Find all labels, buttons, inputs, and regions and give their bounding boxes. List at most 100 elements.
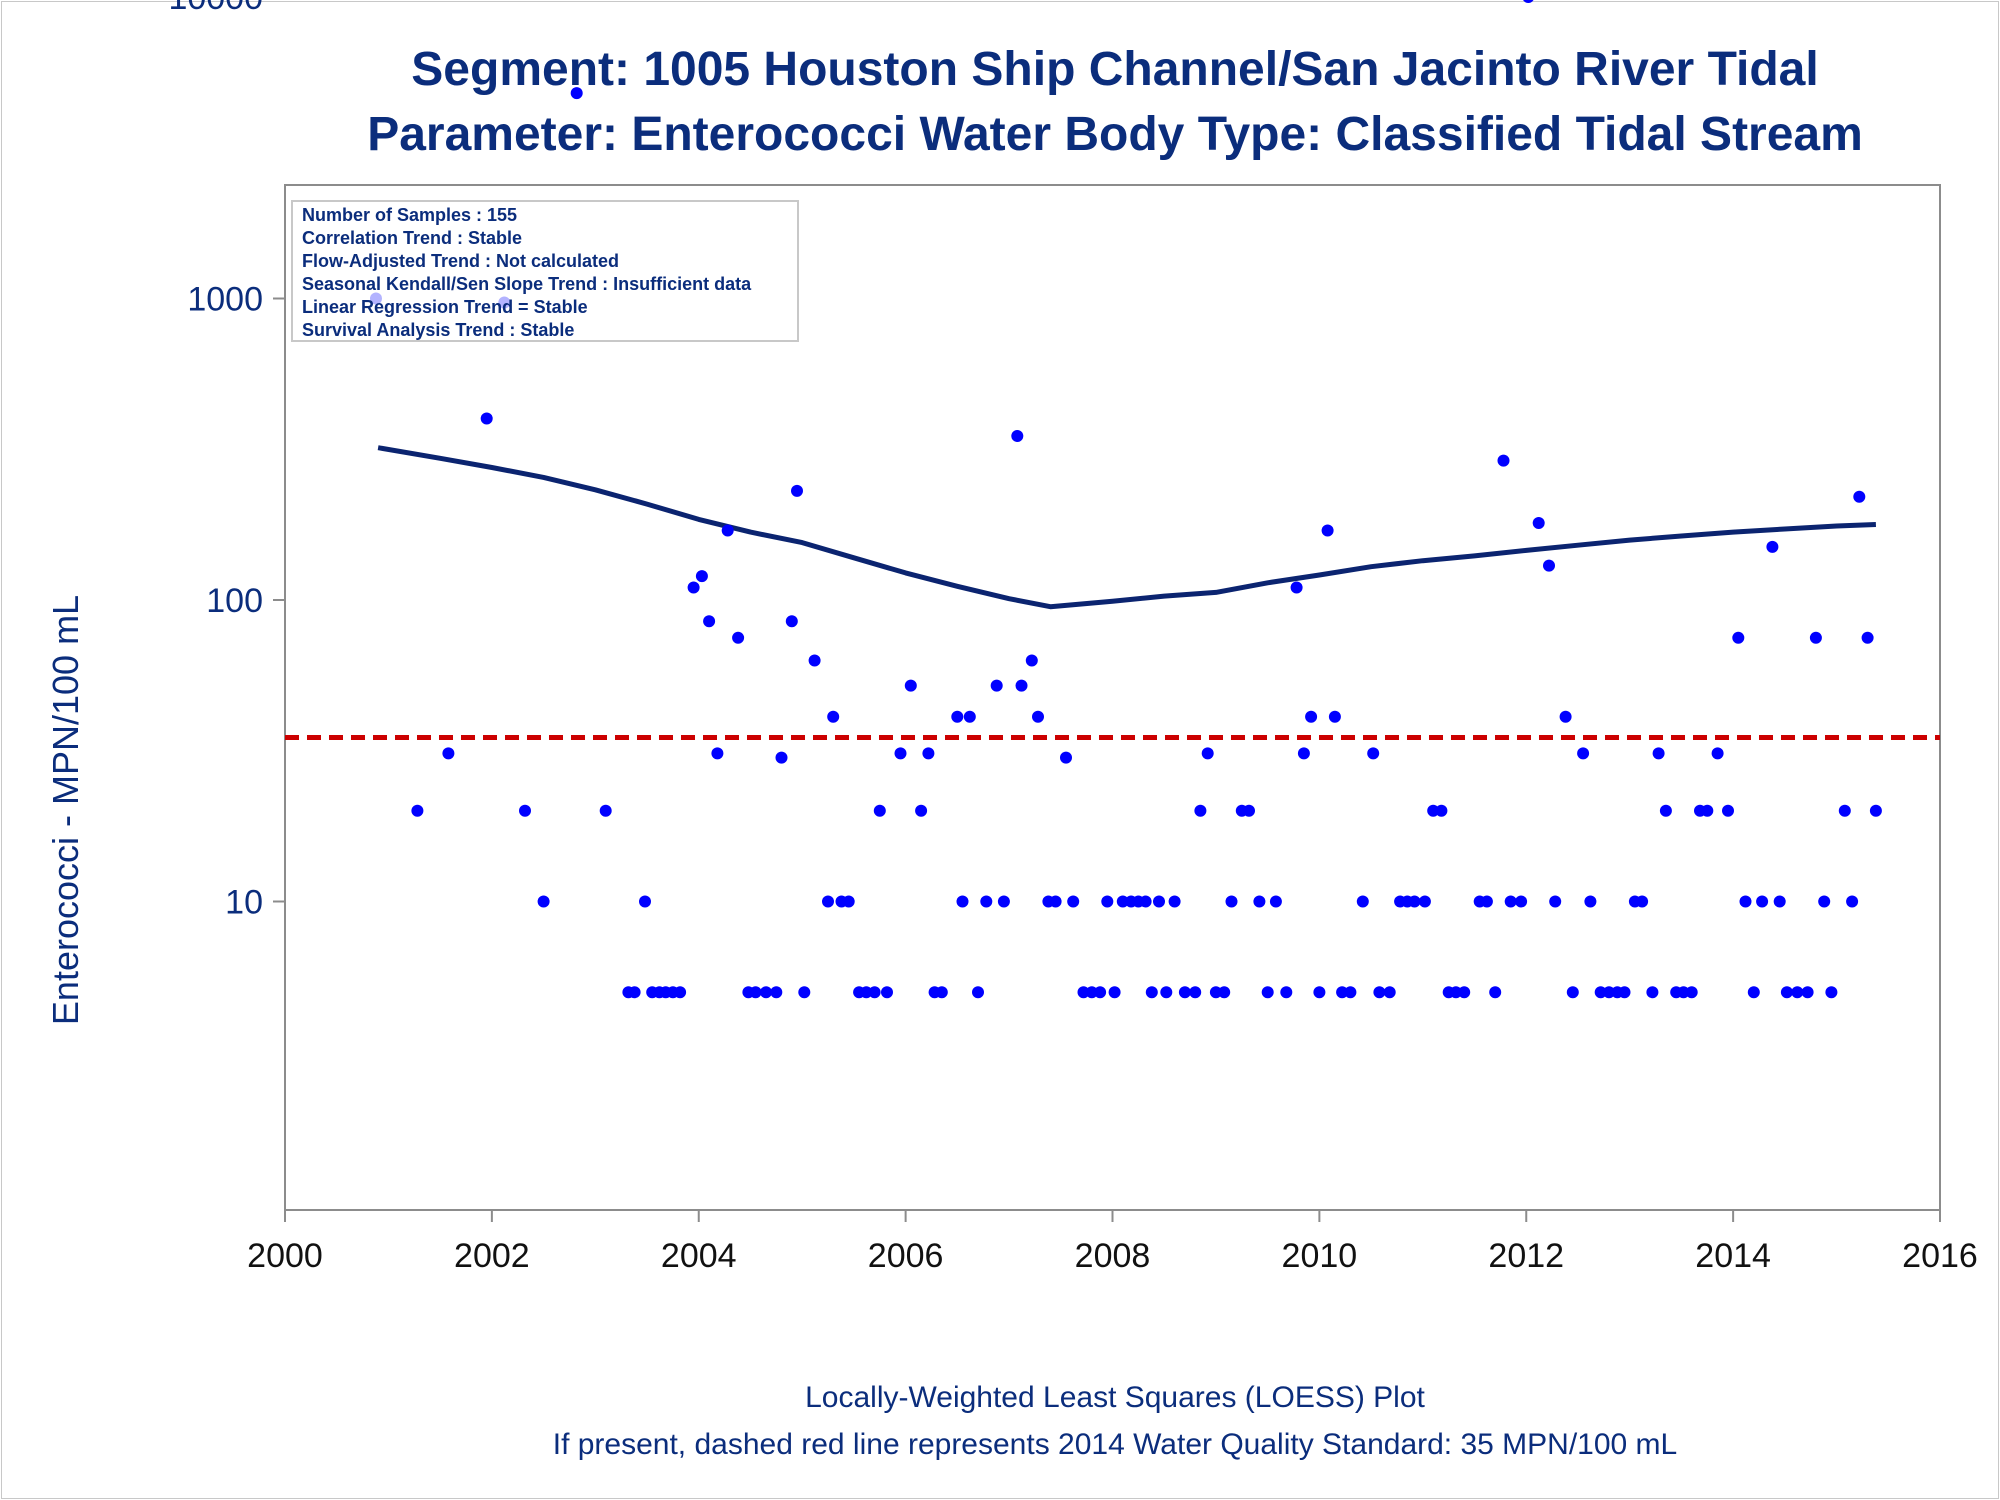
footnote-standard: If present, dashed red line represents 2… [552, 1428, 1678, 1461]
sample-point [1646, 986, 1659, 999]
sample-point [1328, 710, 1341, 723]
sample-point [1532, 517, 1545, 529]
sample-point [1280, 986, 1293, 999]
x-tick-label: 2002 [454, 1237, 530, 1275]
stats-line: Flow-Adjusted Trend : Not calculated [302, 251, 619, 271]
sample-point [785, 615, 798, 628]
sample-point [1015, 679, 1028, 692]
sample-point [1139, 895, 1152, 908]
x-tick-label: 2008 [1075, 1237, 1151, 1275]
sample-point [1269, 895, 1282, 908]
sample-point [1636, 895, 1649, 908]
sample-point [1011, 430, 1024, 442]
x-tick-label: 2010 [1282, 1237, 1358, 1275]
sample-point [1838, 804, 1851, 817]
sample-point [1153, 895, 1165, 908]
sample-point [1344, 986, 1357, 999]
sample-point [1869, 804, 1882, 817]
sample-point [1449, 986, 1462, 999]
sample-point [1659, 804, 1672, 817]
sample-point [935, 986, 948, 999]
sample-point [1116, 895, 1129, 908]
sample-point [775, 751, 788, 764]
sample-point [1523, 0, 1534, 3]
sample-point [1305, 710, 1318, 723]
sample-point [1515, 895, 1528, 908]
sample-point [1543, 559, 1555, 572]
sample-point [956, 895, 969, 908]
sample-point [1497, 454, 1510, 467]
sample-point [760, 986, 772, 999]
sample-point [990, 679, 1003, 692]
sample-point [1168, 895, 1181, 908]
sample-point [791, 484, 803, 497]
sample-point [1297, 747, 1310, 760]
sample-point [1861, 631, 1874, 644]
x-tick-label: 2006 [868, 1237, 944, 1275]
sample-point [628, 986, 641, 999]
sample-point [1766, 540, 1779, 553]
sample-point [703, 615, 716, 628]
sample-point [1809, 631, 1822, 644]
sample-point [1584, 895, 1597, 908]
sample-point [749, 986, 762, 999]
sample-point [480, 412, 493, 425]
sample-point [822, 895, 834, 908]
stats-line: Survival Analysis Trend : Stable [302, 320, 574, 340]
sample-point [639, 895, 651, 908]
y-tick-label: 100 [206, 582, 263, 620]
sample-point [1290, 581, 1303, 594]
sample-point [1253, 895, 1266, 908]
sample-point [519, 804, 531, 817]
sample-point [1549, 895, 1562, 908]
sample-point [915, 804, 928, 817]
sample-point [1677, 986, 1690, 999]
sample-point [1780, 986, 1793, 999]
sample-point [1594, 986, 1607, 999]
sample-point [1756, 895, 1769, 908]
sample-point [1178, 986, 1191, 999]
sample-point [1818, 895, 1831, 908]
sample-point [1218, 986, 1231, 999]
stats-line: Seasonal Kendall/Sen Slope Trend : Insuf… [302, 274, 752, 294]
sample-point [1480, 895, 1493, 908]
sample-point [674, 986, 687, 999]
sample-point [1225, 895, 1238, 908]
sample-point [1094, 986, 1107, 999]
sample-point [1145, 986, 1158, 999]
sample-point [1618, 986, 1631, 999]
sample-point [1435, 804, 1448, 817]
sample-point [1025, 654, 1038, 667]
sample-point [1060, 751, 1072, 764]
sample-point [1853, 490, 1866, 503]
stats-line: Linear Regression Trend = Stable [302, 297, 588, 317]
sample-point [1201, 747, 1214, 760]
sample-point [711, 747, 724, 760]
sample-point [687, 581, 700, 594]
sample-point [1652, 747, 1665, 760]
sample-point [881, 986, 893, 999]
sample-point [1321, 524, 1334, 537]
x-tick-label: 2014 [1695, 1237, 1771, 1275]
sample-point [1685, 986, 1698, 999]
sample-point [1032, 710, 1044, 723]
sample-point [1243, 804, 1255, 817]
sample-point [732, 631, 745, 644]
stats-box [291, 200, 799, 342]
sample-point [873, 804, 886, 817]
sample-point [1458, 986, 1471, 999]
sample-point [1722, 804, 1734, 817]
sample-point [1313, 986, 1326, 999]
sample-point [1067, 895, 1080, 908]
sample-point [904, 679, 917, 692]
sample-point [868, 986, 881, 999]
sample-point [798, 986, 811, 999]
sample-point [770, 986, 783, 999]
sample-point [1801, 986, 1814, 999]
sample-point [1566, 986, 1579, 999]
sample-point [1791, 986, 1804, 999]
sample-point [1773, 895, 1786, 908]
sample-point [1559, 710, 1572, 723]
chart-title: Segment: 1005 Houston Ship Channel/San J… [411, 43, 1819, 96]
